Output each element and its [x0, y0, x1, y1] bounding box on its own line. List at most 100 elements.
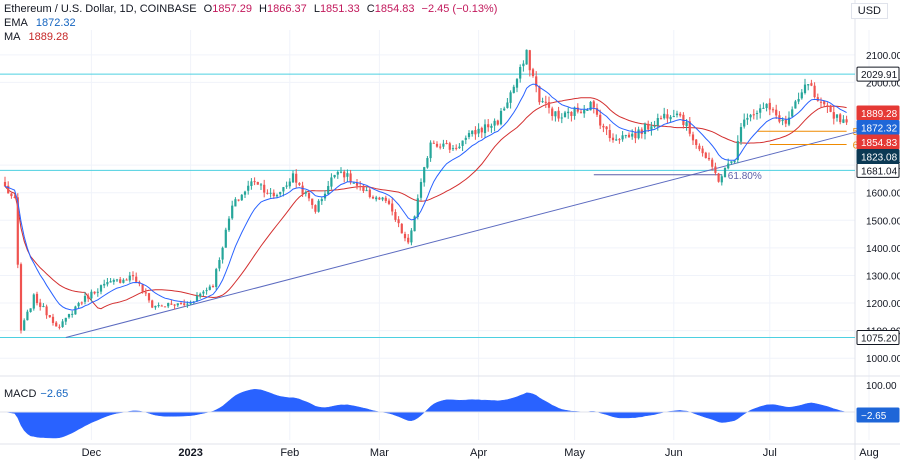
candle-body[interactable]	[474, 130, 477, 135]
candle-body[interactable]	[519, 66, 522, 79]
candle-body[interactable]	[480, 127, 483, 133]
candle-body[interactable]	[179, 302, 183, 304]
candle-body[interactable]	[231, 205, 234, 219]
candle-body[interactable]	[259, 184, 263, 186]
candle-body[interactable]	[167, 303, 170, 307]
candle-body[interactable]	[704, 152, 707, 158]
candle-body[interactable]	[605, 126, 608, 130]
candle-body[interactable]	[371, 196, 375, 199]
candle-body[interactable]	[19, 264, 23, 331]
candle-body[interactable]	[93, 291, 96, 294]
candle-body[interactable]	[269, 192, 272, 194]
candle-body[interactable]	[512, 86, 515, 93]
candle-body[interactable]	[80, 302, 83, 304]
candle-body[interactable]	[349, 173, 352, 183]
candle-body[interactable]	[83, 295, 87, 302]
candle-body[interactable]	[570, 111, 573, 116]
candle-body[interactable]	[426, 158, 429, 168]
candle-body[interactable]	[791, 109, 794, 117]
candle-body[interactable]	[327, 185, 330, 195]
candle-body[interactable]	[599, 114, 602, 126]
candle-body[interactable]	[400, 223, 403, 234]
candle-body[interactable]	[695, 139, 698, 146]
candle-body[interactable]	[810, 83, 813, 86]
candle-body[interactable]	[720, 176, 723, 183]
candle-body[interactable]	[317, 200, 320, 212]
candle-body[interactable]	[701, 148, 704, 154]
candle-body[interactable]	[13, 196, 16, 198]
candle-body[interactable]	[659, 118, 663, 120]
candle-body[interactable]	[688, 121, 691, 134]
candle-body[interactable]	[387, 200, 391, 204]
candle-body[interactable]	[503, 108, 506, 111]
candle-body[interactable]	[608, 129, 611, 139]
candle-body[interactable]	[378, 197, 381, 200]
candle-body[interactable]	[733, 160, 736, 163]
candle-body[interactable]	[554, 111, 557, 117]
candle-body[interactable]	[464, 137, 467, 140]
candle-body[interactable]	[39, 302, 42, 307]
candle-body[interactable]	[698, 145, 701, 150]
candle-body[interactable]	[707, 157, 711, 160]
candle-body[interactable]	[736, 141, 739, 160]
candle-body[interactable]	[749, 114, 752, 118]
candle-body[interactable]	[48, 315, 51, 318]
candle-body[interactable]	[163, 306, 167, 308]
candle-body[interactable]	[90, 291, 93, 299]
candle-body[interactable]	[407, 237, 410, 243]
candle-body[interactable]	[45, 306, 48, 316]
candle-body[interactable]	[61, 321, 64, 327]
candle-body[interactable]	[445, 143, 448, 145]
candle-body[interactable]	[429, 142, 432, 159]
candle-body[interactable]	[816, 97, 819, 101]
candle-body[interactable]	[391, 203, 394, 212]
candle-body[interactable]	[170, 303, 173, 305]
candle-body[interactable]	[807, 84, 810, 86]
candle-body[interactable]	[381, 197, 384, 200]
candle-body[interactable]	[35, 293, 39, 304]
candle-body[interactable]	[467, 133, 471, 138]
candle-body[interactable]	[189, 303, 192, 305]
candle-body[interactable]	[195, 295, 199, 301]
candle-body[interactable]	[10, 193, 13, 197]
candle-body[interactable]	[32, 294, 35, 309]
candle-body[interactable]	[675, 113, 679, 116]
candle-body[interactable]	[634, 132, 637, 139]
candle-body[interactable]	[522, 63, 525, 67]
candle-body[interactable]	[221, 247, 224, 260]
candle-body[interactable]	[205, 290, 208, 292]
candle-body[interactable]	[560, 117, 563, 119]
candle-body[interactable]	[768, 102, 771, 110]
candle-body[interactable]	[266, 192, 269, 194]
candle-body[interactable]	[538, 86, 541, 103]
candle-body[interactable]	[291, 173, 295, 183]
candle-body[interactable]	[458, 146, 461, 149]
candle-body[interactable]	[579, 111, 583, 113]
candle-body[interactable]	[711, 159, 714, 167]
candle-body[interactable]	[509, 92, 512, 103]
candle-body[interactable]	[375, 197, 378, 200]
candle-body[interactable]	[487, 124, 490, 128]
candle-body[interactable]	[573, 107, 576, 116]
candle-body[interactable]	[499, 110, 503, 125]
candle-body[interactable]	[631, 133, 634, 137]
candle-body[interactable]	[362, 185, 365, 191]
candle-body[interactable]	[333, 174, 336, 178]
candle-body[interactable]	[435, 143, 439, 147]
candle-body[interactable]	[227, 218, 231, 231]
candle-body[interactable]	[451, 148, 455, 150]
candle-body[interactable]	[730, 161, 733, 163]
candle-body[interactable]	[583, 109, 586, 114]
candle-body[interactable]	[765, 103, 768, 109]
candle-body[interactable]	[314, 205, 317, 212]
candle-body[interactable]	[183, 303, 186, 305]
candle-body[interactable]	[3, 181, 7, 187]
candle-body[interactable]	[797, 98, 800, 102]
candle-body[interactable]	[586, 109, 589, 111]
candle-body[interactable]	[122, 279, 125, 283]
candle-body[interactable]	[759, 108, 762, 113]
candle-body[interactable]	[413, 216, 416, 232]
candle-body[interactable]	[307, 192, 311, 199]
candle-body[interactable]	[202, 291, 205, 294]
candle-body[interactable]	[365, 190, 368, 192]
